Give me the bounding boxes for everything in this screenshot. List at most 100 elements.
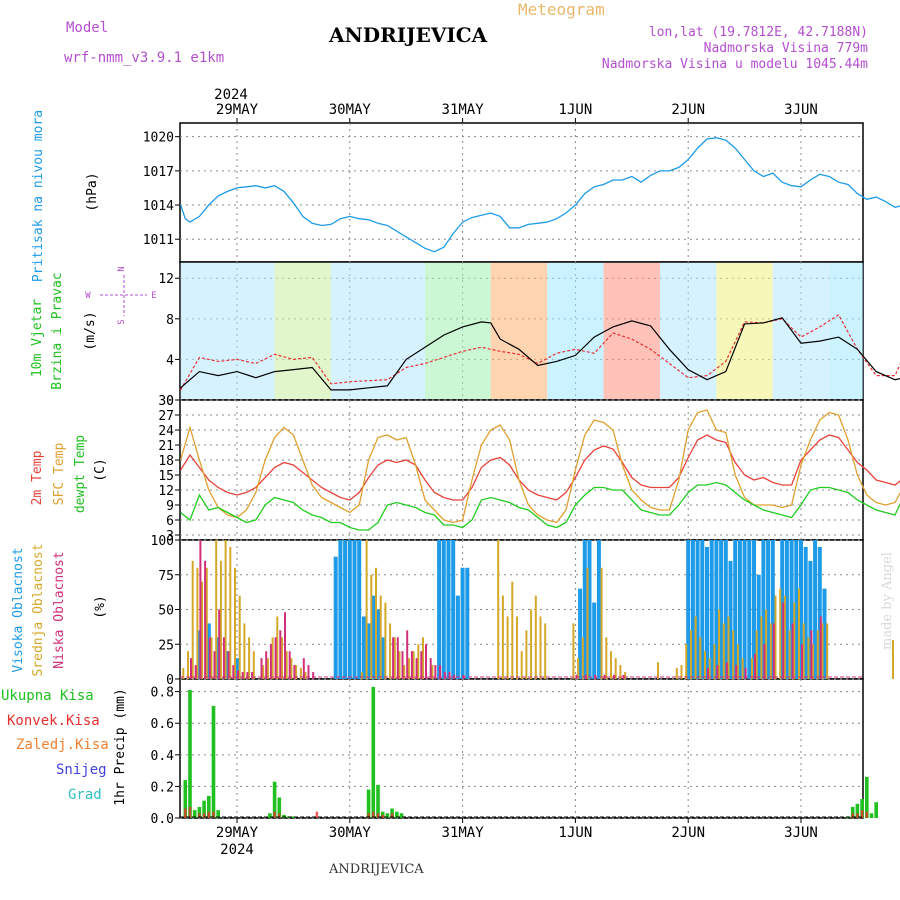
high-cloud-bar — [714, 540, 719, 679]
mid-cloud-bar — [431, 665, 434, 679]
high-cloud-bar — [352, 540, 357, 679]
panel-frame — [179, 678, 864, 819]
bottom-day-label: 30MAY — [329, 825, 372, 841]
y-tick-label: 24 — [158, 424, 174, 439]
top-day-label: 2JUN — [671, 102, 705, 118]
low-cloud-bar — [218, 609, 221, 679]
total-precip-bar — [371, 686, 376, 818]
mid-cloud-bar — [412, 651, 415, 679]
high-cloud-bar — [361, 616, 366, 679]
conv-precip-bar — [865, 811, 868, 818]
total-precip-bar — [192, 810, 197, 818]
compass-west: W — [85, 291, 91, 301]
total-precip-bar — [376, 784, 380, 818]
wind-direction-band — [274, 263, 331, 399]
mid-cloud-bar — [534, 595, 537, 679]
high-cloud-bar — [761, 540, 766, 679]
top-day-label: 1JUN — [559, 102, 593, 118]
panel-frame — [179, 399, 864, 541]
low-cloud-bar — [707, 667, 709, 679]
low-cloud-bar — [260, 658, 263, 679]
cloud-unit: (%) — [93, 595, 108, 618]
mid-cloud-bar — [675, 667, 678, 679]
high-cloud-bar — [799, 540, 803, 679]
wind-direction-band — [603, 263, 660, 399]
precip-unit: 1hr Precip (mm) — [113, 688, 128, 805]
low-cloud-bar — [772, 623, 775, 679]
y-tick-label: 3 — [166, 529, 174, 544]
mid-cloud-bar — [182, 667, 185, 679]
low-cloud-bar — [213, 651, 216, 679]
mid-cloud-bar — [403, 665, 406, 679]
footer-station: ANDRIJEVICA — [329, 862, 424, 877]
page-title: ANDRIJEVICA — [329, 23, 488, 47]
y-tick-label: 0.4 — [151, 749, 175, 764]
mid-cloud-bar — [520, 651, 523, 679]
low-cloud-bar — [425, 644, 427, 679]
total-precip-bar — [860, 799, 864, 818]
mid-cloud-bar — [501, 595, 504, 679]
mid-cloud-bar — [798, 588, 800, 679]
precip-legend-snow: Snijeg — [56, 762, 107, 778]
mid-cloud-bar — [812, 644, 815, 679]
y-tick-label: 25 — [158, 638, 174, 653]
mid-cloud-bar — [191, 560, 194, 679]
total-precip-bar — [395, 811, 399, 818]
mid-cloud-bar — [285, 651, 288, 679]
low-cloud-bar — [392, 637, 395, 679]
mid-cloud-bar — [516, 616, 518, 679]
y-tick-label: 12 — [158, 484, 174, 499]
wind-direction-band — [331, 263, 425, 399]
low-cloud-bar — [443, 672, 446, 679]
y-tick-label: 0 — [166, 673, 174, 688]
temp2m-ylabel: 2m Temp — [30, 450, 45, 505]
precip-legend-hail: Grad — [68, 787, 102, 803]
wind-direction-band — [425, 263, 491, 399]
high-cloud-bar — [578, 588, 583, 679]
total-precip-bar — [207, 795, 211, 818]
mid-cloud-bar — [699, 637, 702, 679]
mid-cloud-bar — [299, 667, 302, 679]
mid-cloud-bar — [393, 637, 396, 679]
low-cloud-bar — [406, 630, 409, 679]
mid-cloud-bar — [769, 623, 772, 679]
high-cloud-bar — [686, 540, 691, 679]
high-cloud-bar — [770, 540, 775, 679]
y-tick-label: 1011 — [143, 233, 174, 248]
low-cloud-bar — [801, 644, 803, 679]
bottom-day-label: 31MAY — [442, 825, 485, 841]
low-cloud-bar — [307, 665, 310, 679]
mid-cloud-bar — [657, 662, 659, 679]
mid-cloud-bar — [577, 658, 580, 679]
total-precip-bar — [399, 813, 404, 818]
high-cloud-bar — [742, 540, 747, 679]
model-elevation: Nadmorska Visina u modelu 1045.44m — [601, 57, 868, 72]
pressure-unit: (hPa) — [85, 172, 100, 211]
mid-cloud-bar — [290, 658, 293, 679]
mid-cloud-bar — [511, 581, 514, 679]
mid-cloud-bar — [713, 644, 716, 679]
wind-speed-line — [180, 317, 900, 391]
low-cloud-bar — [429, 658, 432, 679]
y-tick-label: 8 — [166, 313, 174, 328]
mid-cloud-bar — [224, 540, 227, 679]
wind-direction-band — [716, 263, 773, 399]
mid-cloud-bar — [816, 630, 819, 679]
high-cloud-bar — [376, 609, 380, 679]
high-cloud-bar — [338, 540, 343, 679]
mid-cloud-bar — [375, 567, 377, 679]
meteogram-label: Meteogram — [518, 0, 605, 19]
high-cloud-bar — [333, 556, 338, 679]
high-cloud-bar — [695, 540, 700, 679]
high-cloud-bar — [808, 560, 813, 679]
low-cloud-bar — [190, 658, 192, 679]
y-tick-label: 100 — [151, 534, 174, 549]
compass-east: E — [151, 291, 156, 301]
elevation: Nadmorska Visina 779m — [703, 41, 868, 56]
y-tick-label: 50 — [158, 604, 174, 619]
low-cloud-bar — [791, 623, 794, 679]
mid-cloud-bar — [229, 546, 232, 679]
mid-cloud-bar — [295, 665, 298, 679]
y-tick-label: 27 — [158, 409, 174, 424]
mid-cloud-bar — [215, 540, 218, 679]
